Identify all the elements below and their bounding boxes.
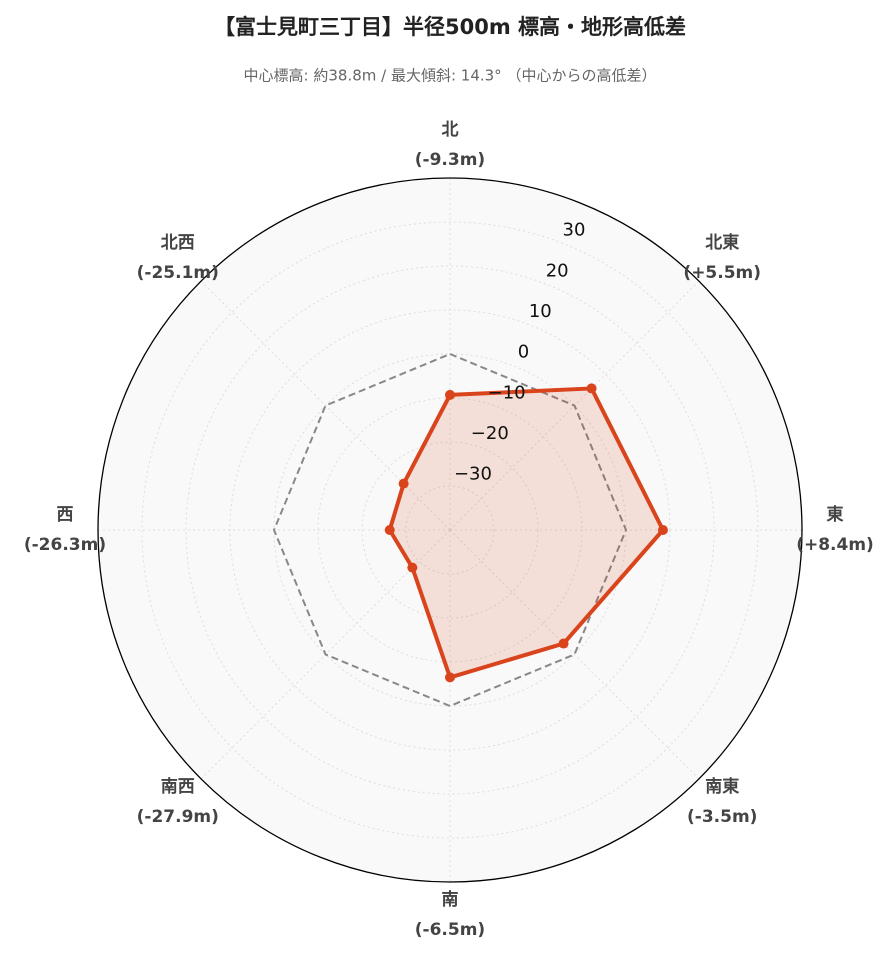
grid-circle: [141, 221, 759, 839]
grid-circle: [405, 485, 495, 575]
axis-label: 南: [442, 889, 459, 910]
grid-circle: [185, 265, 715, 795]
value-label: (+8.4m): [796, 535, 874, 555]
axis-label: 北: [442, 120, 459, 140]
data-point: [586, 383, 597, 394]
axis-label: 東: [827, 504, 844, 525]
axis-label: 北東: [705, 232, 739, 253]
axis-label: 西: [57, 505, 74, 525]
data-point: [384, 525, 395, 535]
value-label: (-25.1m): [137, 263, 219, 283]
value-label: (-3.5m): [687, 807, 757, 827]
zero-reference: [272, 352, 628, 708]
chart-title: 【富士見町三丁目】半径500m 標高・地形高低差: [214, 15, 686, 39]
data-point: [398, 478, 409, 489]
spoke: [200, 280, 451, 531]
grid-circle: [361, 441, 539, 619]
r-tick-label: 20: [546, 260, 569, 281]
value-label: (+5.5m): [683, 263, 761, 283]
value-label: (-6.5m): [415, 920, 485, 940]
axis-label: 南西: [161, 776, 195, 797]
data-point: [657, 525, 668, 535]
r-tick-label: −30: [454, 464, 492, 485]
value-label: (-26.3m): [24, 535, 106, 555]
r-tick-label: 0: [518, 342, 529, 363]
outer-circle: [97, 177, 803, 883]
r-tick-label: −20: [471, 423, 509, 444]
data-point: [445, 389, 455, 400]
value-label: (-9.3m): [415, 150, 485, 170]
data-point: [407, 562, 418, 573]
spoke: [449, 529, 700, 780]
r-tick-label: 30: [563, 220, 586, 241]
data-point: [445, 672, 455, 683]
r-tick-label: −10: [488, 382, 526, 403]
value-label: (-27.9m): [137, 807, 219, 827]
r-tick-label: 10: [529, 301, 552, 322]
axis-label: 北西: [161, 233, 195, 253]
chart-subtitle: 中心標高: 約38.8m / 最大傾斜: 14.3° （中心からの高低差）: [244, 67, 657, 85]
axis-label: 南東: [705, 776, 739, 797]
data-point: [558, 638, 569, 649]
